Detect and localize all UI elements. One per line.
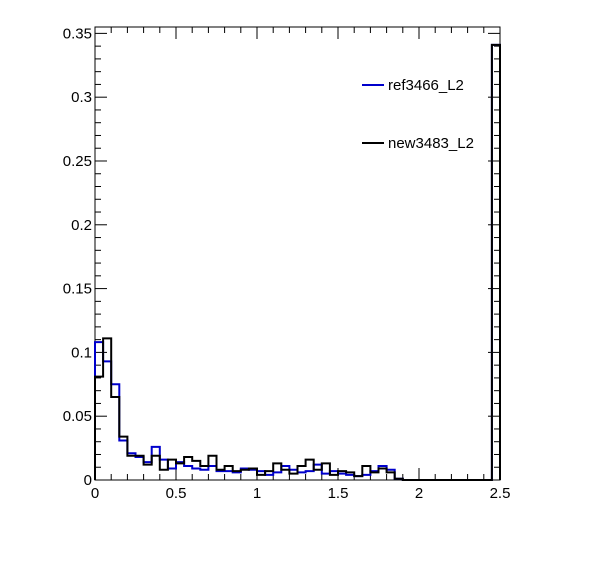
y-tick-label: 0 [84,472,92,489]
y-tick-label: 0.05 [63,408,92,425]
x-tick-label: 1.5 [328,485,349,502]
x-tick-label: 0.5 [166,485,187,502]
axis-ticks: 0 0.5 1 1.5 2 2.5 0 0.05 0.1 0.15 0.2 0.25 0.3 0.35 [63,25,511,502]
y-tick-label: 0.3 [71,89,92,106]
x-tick-label: 0 [91,485,99,502]
y-tick-label: 0.25 [63,153,92,170]
y-tick-label: 0.2 [71,217,92,234]
series-group [94,43,501,481]
legend-box [356,60,488,165]
legend-label: ref3466_L2 [388,77,464,94]
y-tick-label: 0.1 [71,344,92,361]
y-tick-label: 0.15 [63,281,92,298]
x-tick-label: 2.5 [490,485,511,502]
x-tick-label: 2 [415,485,423,502]
legend-label: new3483_L2 [388,135,474,152]
y-tick-label: 0.35 [63,25,92,42]
legend: ref3466_L2 new3483_L2 [356,60,488,165]
x-tick-label: 1 [253,485,261,502]
series-line-new3483_L2 [94,43,501,481]
